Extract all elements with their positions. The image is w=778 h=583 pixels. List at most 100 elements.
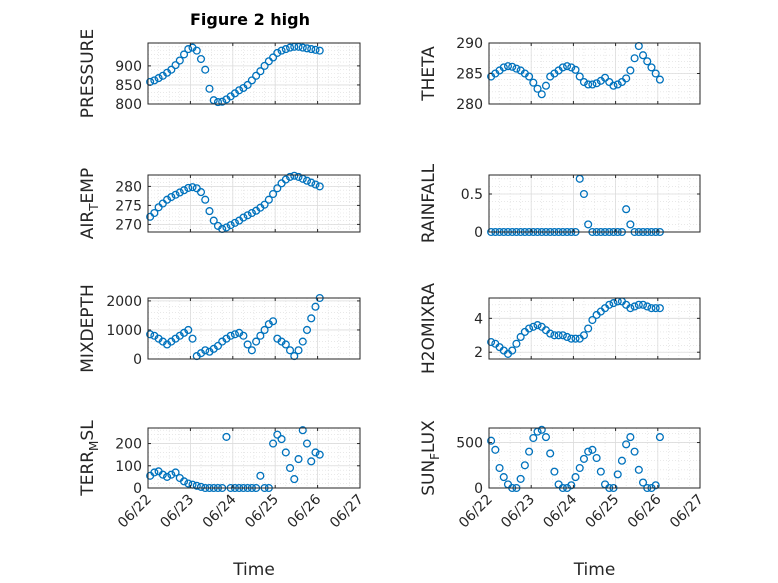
- data-point: [285, 463, 295, 473]
- data-point: [592, 79, 601, 88]
- data-point: [201, 195, 210, 204]
- data-point: [499, 63, 508, 72]
- data-point: [273, 430, 282, 439]
- data-point: [163, 472, 172, 481]
- data-point: [264, 195, 273, 204]
- data-point: [311, 45, 320, 54]
- data-point: [630, 54, 639, 63]
- data-point: [638, 300, 648, 309]
- data-point: [311, 302, 320, 311]
- data-point: [311, 180, 320, 189]
- y-tick-label: 4: [474, 311, 483, 327]
- data-point: [302, 325, 312, 335]
- data-point: [537, 90, 546, 99]
- data-point: [525, 447, 534, 456]
- y-axis-label: SUNFLUX: [419, 420, 442, 496]
- x-tick-label: 06/22: [115, 492, 155, 532]
- data-point: [281, 45, 290, 54]
- data-point: [175, 56, 184, 65]
- data-point: [541, 81, 551, 90]
- data-point: [285, 172, 295, 181]
- data-point: [592, 453, 601, 463]
- y-tick-label: 280: [456, 97, 483, 113]
- data-point: [167, 192, 176, 202]
- data-point: [171, 61, 180, 70]
- data-point: [307, 314, 316, 323]
- y-tick-label: 900: [115, 59, 142, 75]
- data-point: [529, 78, 538, 87]
- data-point: [643, 302, 652, 311]
- data-point: [575, 463, 584, 473]
- data-point: [546, 449, 555, 458]
- data-point: [567, 334, 576, 343]
- data-point: [243, 80, 252, 89]
- data-point: [571, 65, 580, 74]
- axes-box: [147, 427, 361, 489]
- data-point: [508, 62, 517, 71]
- data-point: [184, 183, 193, 192]
- data-point: [584, 80, 593, 89]
- data-point: [550, 331, 559, 340]
- data-point: [230, 218, 239, 227]
- data-point: [558, 331, 567, 340]
- x-tick-label: 06/27: [667, 492, 707, 532]
- data-point: [588, 80, 597, 89]
- y-axis-label: PRESSURE: [78, 29, 98, 118]
- x-axis-label: Time: [232, 560, 275, 580]
- data-point: [533, 84, 542, 93]
- data-point: [260, 61, 269, 70]
- data-point: [626, 66, 635, 75]
- y-tick-label: 285: [456, 67, 483, 83]
- data-point: [205, 207, 214, 216]
- data-point: [630, 302, 639, 311]
- data-point: [302, 176, 312, 185]
- data-point: [508, 346, 517, 355]
- data-point: [196, 188, 206, 197]
- axes-box: [488, 174, 701, 233]
- data-point: [196, 54, 206, 64]
- data-point: [558, 63, 567, 72]
- y-tick-label: 280: [115, 179, 142, 195]
- data-point: [626, 433, 635, 442]
- data-point: [252, 337, 261, 346]
- data-point: [150, 468, 159, 477]
- data-point: [294, 346, 303, 355]
- data-point: [213, 98, 223, 107]
- data-point: [184, 45, 193, 54]
- data-point: [617, 456, 626, 465]
- subplot-theta: 280 285 290 THETA: [419, 36, 701, 113]
- data-point: [269, 439, 278, 448]
- data-point: [294, 455, 303, 464]
- data-point: [256, 471, 265, 480]
- y-axis-label: MIXDEPTH: [78, 284, 98, 373]
- data-point: [647, 63, 656, 72]
- data-point: [277, 435, 286, 444]
- data-point: [503, 62, 513, 71]
- data-point: [298, 426, 307, 435]
- subplot-sun-flux: 0 500 SUNFLUX 06/22 06/23 06/24 06/25 06/26 06/2…: [419, 420, 707, 580]
- data-point: [290, 171, 299, 180]
- data-point: [201, 346, 210, 355]
- data-point: [579, 77, 588, 87]
- data-point: [273, 48, 282, 57]
- data-point: [613, 80, 622, 89]
- y-tick-label: 800: [115, 97, 142, 113]
- data-point: [647, 304, 656, 313]
- data-point: [302, 44, 312, 53]
- data-point: [179, 50, 189, 59]
- data-point: [247, 346, 256, 355]
- data-point: [546, 329, 555, 338]
- data-point: [499, 473, 508, 482]
- data-point: [163, 195, 172, 204]
- data-point: [239, 213, 248, 222]
- data-point: [516, 474, 525, 483]
- data-point: [567, 481, 576, 490]
- data-point: [634, 465, 643, 474]
- data-point: [302, 439, 312, 448]
- data-point: [638, 51, 648, 60]
- data-point: [154, 74, 163, 83]
- data-point: [622, 205, 631, 214]
- data-point: [588, 445, 597, 454]
- data-point: [209, 216, 218, 225]
- data-point: [239, 331, 248, 340]
